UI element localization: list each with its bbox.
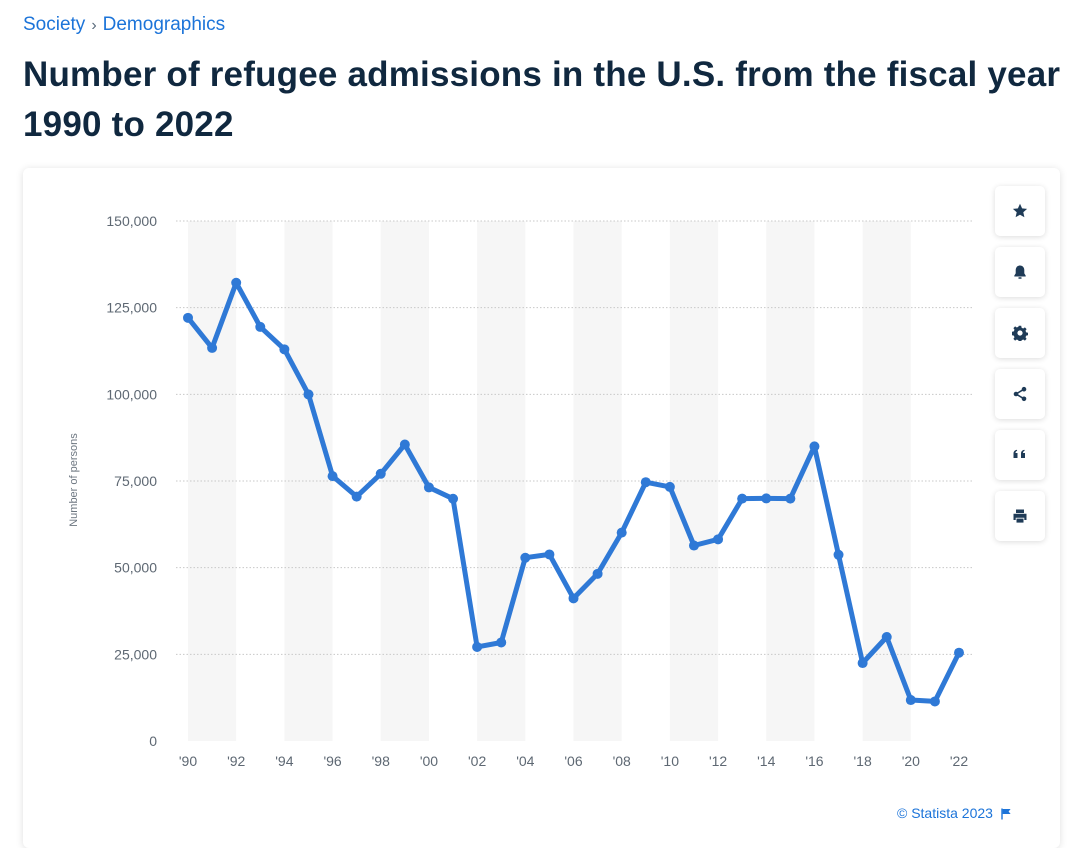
x-tick-label: '14 bbox=[757, 753, 775, 769]
share-button[interactable] bbox=[995, 369, 1045, 419]
y-tick-label: 25,000 bbox=[114, 646, 157, 662]
data-point-2002[interactable] bbox=[472, 641, 483, 652]
cite-button[interactable] bbox=[995, 430, 1045, 480]
breadcrumb: Society › Demographics bbox=[23, 14, 225, 36]
data-point-2021[interactable] bbox=[929, 696, 940, 707]
data-point-2011[interactable] bbox=[688, 540, 699, 551]
data-point-2001[interactable] bbox=[448, 493, 459, 504]
x-tick-label: '96 bbox=[323, 753, 341, 769]
x-tick-label: '92 bbox=[227, 753, 245, 769]
y-tick-label: 125,000 bbox=[106, 300, 157, 316]
x-tick-label: '90 bbox=[179, 753, 197, 769]
data-point-1994[interactable] bbox=[279, 344, 290, 355]
data-point-2003[interactable] bbox=[496, 637, 507, 648]
data-point-2022[interactable] bbox=[954, 647, 964, 658]
quote-icon bbox=[1013, 449, 1025, 458]
y-tick-label: 0 bbox=[149, 733, 157, 749]
data-point-2000[interactable] bbox=[423, 482, 434, 493]
x-tick-label: '18 bbox=[854, 753, 872, 769]
page-title: Number of refugee admissions in the U.S.… bbox=[23, 55, 1061, 144]
x-tick-label: '98 bbox=[372, 753, 390, 769]
data-point-1990[interactable] bbox=[183, 312, 193, 323]
data-point-2018[interactable] bbox=[857, 658, 868, 669]
data-point-2017[interactable] bbox=[833, 549, 844, 560]
data-point-1997[interactable] bbox=[351, 491, 362, 502]
x-tick-label: '94 bbox=[275, 753, 293, 769]
settings-button[interactable] bbox=[995, 308, 1045, 358]
credit-text: © Statista 2023 bbox=[897, 805, 993, 821]
data-point-2006[interactable] bbox=[568, 593, 579, 604]
data-point-1998[interactable] bbox=[375, 468, 386, 479]
statista-credit[interactable]: © Statista 2023 bbox=[897, 805, 1012, 821]
data-point-1996[interactable] bbox=[327, 471, 338, 482]
data-point-2013[interactable] bbox=[737, 493, 748, 504]
data-point-2015[interactable] bbox=[785, 493, 796, 504]
y-tick-label: 150,000 bbox=[106, 213, 157, 229]
gear-icon bbox=[1012, 325, 1028, 341]
data-point-2014[interactable] bbox=[761, 493, 772, 504]
data-point-2019[interactable] bbox=[881, 632, 892, 642]
data-point-1999[interactable] bbox=[399, 439, 410, 450]
data-point-1992[interactable] bbox=[231, 277, 242, 288]
data-point-2016[interactable] bbox=[809, 441, 820, 452]
print-icon bbox=[1013, 509, 1027, 523]
breadcrumb-separator: › bbox=[91, 17, 97, 34]
data-point-1991[interactable] bbox=[207, 342, 218, 353]
data-point-2007[interactable] bbox=[592, 568, 603, 579]
chart-series bbox=[183, 277, 964, 707]
x-axis-ticks: '90 '92 '94 '96 '98 '00 '02 '04 '06 '08 '10 '12 '14 '… bbox=[179, 753, 968, 769]
data-point-1993[interactable] bbox=[255, 321, 266, 332]
y-tick-label: 50,000 bbox=[114, 560, 157, 576]
x-tick-label: '16 bbox=[805, 753, 823, 769]
y-axis-ticks: 0 25,000 50,000 75,000 100,000 125,000 150,000 bbox=[106, 213, 157, 749]
data-point-2012[interactable] bbox=[713, 534, 724, 545]
data-point-2004[interactable] bbox=[520, 552, 531, 563]
data-point-2010[interactable] bbox=[664, 481, 675, 492]
star-icon bbox=[1012, 203, 1028, 218]
x-tick-label: '08 bbox=[613, 753, 631, 769]
x-tick-label: '00 bbox=[420, 753, 438, 769]
breadcrumb-link-society[interactable]: Society bbox=[23, 14, 86, 35]
breadcrumb-link-demographics[interactable]: Demographics bbox=[102, 14, 226, 35]
share-icon bbox=[1013, 386, 1027, 402]
print-button[interactable] bbox=[995, 491, 1045, 541]
flag-icon bbox=[1001, 808, 1011, 820]
x-tick-label: '20 bbox=[902, 753, 920, 769]
x-tick-label: '04 bbox=[516, 753, 534, 769]
data-point-1995[interactable] bbox=[303, 389, 314, 400]
x-tick-label: '02 bbox=[468, 753, 486, 769]
y-tick-label: 100,000 bbox=[106, 386, 157, 402]
x-tick-label: '12 bbox=[709, 753, 727, 769]
x-tick-label: '06 bbox=[564, 753, 582, 769]
favorite-button[interactable] bbox=[995, 186, 1045, 236]
bell-icon bbox=[1014, 265, 1026, 279]
line-chart: 0 25,000 50,000 75,000 100,000 125,000 150,000… bbox=[68, 213, 972, 769]
chart-toolbar bbox=[995, 186, 1045, 552]
y-axis-title: Number of persons bbox=[68, 433, 80, 527]
x-tick-label: '22 bbox=[950, 753, 968, 769]
x-tick-label: '10 bbox=[661, 753, 679, 769]
data-point-2009[interactable] bbox=[640, 477, 651, 488]
data-point-2005[interactable] bbox=[544, 549, 555, 560]
y-tick-label: 75,000 bbox=[114, 473, 157, 489]
data-point-2020[interactable] bbox=[905, 695, 916, 706]
data-point-2008[interactable] bbox=[616, 527, 627, 538]
notification-button[interactable] bbox=[995, 247, 1045, 297]
